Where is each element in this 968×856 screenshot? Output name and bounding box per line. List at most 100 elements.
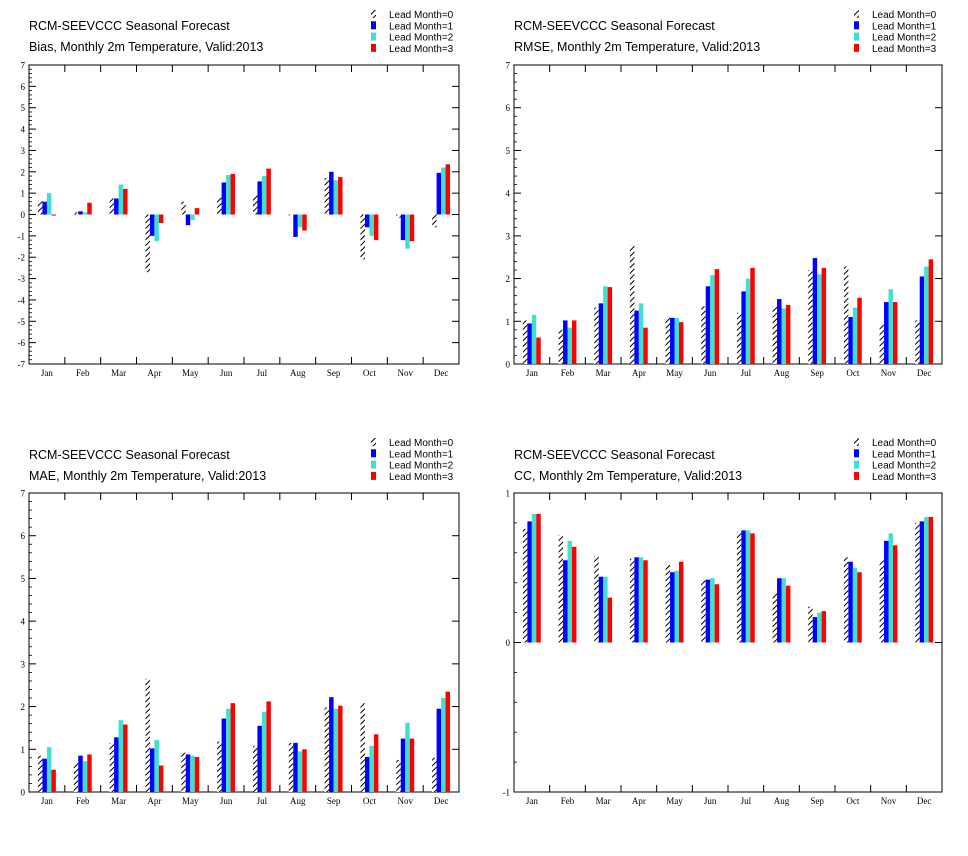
bar-lead2-mar [118, 184, 124, 215]
bar-lead3-feb [571, 320, 577, 364]
bar-lead2-apr [154, 214, 159, 242]
x-tick-label: Mar [111, 368, 126, 378]
bar-lead0-dec [432, 214, 437, 228]
x-tick-label: Apr [632, 368, 646, 378]
y-tick-label: -2 [18, 253, 26, 263]
bar-lead3-mar [607, 287, 613, 364]
bar-lead1-oct [364, 214, 370, 228]
bar-lead2-jul [745, 530, 751, 643]
y-tick-label: 4 [21, 125, 26, 135]
bar-lead2-jan [46, 193, 52, 215]
bar-lead1-apr [634, 557, 639, 643]
bar-lead1-dec [436, 172, 442, 215]
bar-lead3-oct [373, 214, 379, 241]
x-tick-label: Nov [881, 368, 897, 378]
legend-swatch [371, 460, 376, 469]
y-tick-label: 1 [21, 189, 26, 199]
bar-lead0-sep [324, 178, 330, 215]
bar-lead3-aug [785, 305, 791, 364]
legend-swatch [854, 438, 859, 446]
y-tick-label: 7 [506, 61, 511, 71]
bar-lead3-feb [87, 202, 92, 215]
y-tick-label: 3 [506, 231, 511, 241]
bar-lead0-sep [324, 707, 330, 792]
bar-lead2-feb [567, 327, 572, 364]
bar-lead2-dec [441, 698, 446, 792]
x-tick-label: Dec [917, 796, 932, 806]
x-tick-label: Jun [704, 796, 717, 806]
y-tick-label: 7 [21, 61, 26, 71]
chart-panel-cc: RCM-SEEVCCC Seasonal Forecast CC, Monthl… [484, 428, 968, 856]
bar-lead0-jul [252, 745, 258, 792]
bar-lead2-jul [261, 711, 267, 792]
bar-lead2-jan [531, 314, 537, 364]
bar-lead3-jun [714, 584, 720, 643]
x-tick-label: Dec [434, 796, 449, 806]
bar-lead3-sep [821, 267, 827, 364]
bar-lead0-aug [772, 306, 778, 364]
legend-swatch [371, 10, 376, 18]
bar-lead3-may [678, 322, 684, 364]
bar-lead1-sep [329, 171, 334, 215]
bar-lead1-jan [42, 758, 47, 792]
bar-lead2-jun [710, 578, 715, 643]
bar-lead0-jan [37, 755, 43, 792]
bar-lead0-may [181, 201, 186, 215]
y-tick-label: -4 [18, 295, 26, 305]
bar-lead2-aug [297, 214, 303, 228]
bar-lead0-dec [915, 320, 920, 364]
x-tick-label: Aug [290, 796, 306, 806]
legend-label: Lead Month=3 [872, 472, 937, 483]
y-tick-label: 2 [21, 167, 26, 177]
bar-lead3-dec [445, 164, 451, 215]
x-tick-label: Jul [257, 796, 268, 806]
bar-lead1-nov [884, 302, 889, 364]
bar-lead0-oct [843, 557, 849, 643]
y-tick-label: -5 [18, 317, 26, 327]
chart-svg-cc: -1 0 1 Jan Feb Mar Apr May Jun Jul Aug Sep Oct Nov Dec… [503, 438, 943, 806]
bar-lead0-apr [145, 214, 150, 273]
bar-lead0-jul [736, 312, 742, 364]
bar-lead2-jan [46, 747, 52, 792]
bar-lead0-jan [522, 528, 528, 643]
y-tick-label: -1 [18, 231, 26, 241]
bar-lead3-may [194, 208, 200, 215]
plot-frame [513, 64, 943, 365]
bar-lead2-mar [603, 576, 608, 643]
bar-lead0-oct [843, 266, 849, 364]
bar-lead0-jun [217, 197, 222, 215]
x-tick-label: Jun [220, 368, 233, 378]
bar-lead1-jun [221, 182, 227, 215]
bar-lead3-jun [230, 173, 236, 215]
legend-swatch [854, 449, 859, 458]
bar-lead0-apr [629, 245, 635, 364]
bar-lead2-jul [261, 176, 267, 215]
x-tick-label: Jun [704, 368, 717, 378]
bar-lead0-jul [252, 195, 258, 215]
bar-lead0-sep [808, 270, 813, 364]
x-tick-label: Aug [774, 796, 790, 806]
x-tick-label: Nov [398, 796, 414, 806]
x-tick-label: Oct [363, 368, 376, 378]
legend-swatch [371, 449, 376, 458]
bar-lead3-oct [857, 572, 862, 643]
bar-lead1-may [670, 317, 675, 364]
legend-label: Lead Month=2 [389, 461, 454, 472]
bar-lead0-dec [432, 757, 437, 792]
legend-label: Lead Month=0 [389, 10, 454, 21]
legend-label: Lead Month=0 [389, 438, 454, 449]
bar-lead2-oct [852, 567, 858, 643]
plot-frame [28, 64, 460, 365]
bar-lead0-sep [808, 606, 813, 643]
legend-label: Lead Month=1 [872, 449, 937, 460]
bar-lead0-nov [396, 214, 401, 218]
x-tick-label: Aug [290, 368, 306, 378]
x-tick-label: Oct [846, 796, 859, 806]
bar-lead3-nov [409, 214, 415, 242]
bar-lead1-oct [364, 756, 370, 792]
chart-title: RCM-SEEVCCC Seasonal Forecast [514, 19, 715, 33]
bar-lead1-jan [527, 323, 532, 364]
chart-subtitle: MAE, Monthly 2m Temperature, Valid:2013 [29, 469, 267, 483]
legend-label: Lead Month=1 [389, 21, 454, 32]
x-tick-label: Jan [526, 368, 538, 378]
